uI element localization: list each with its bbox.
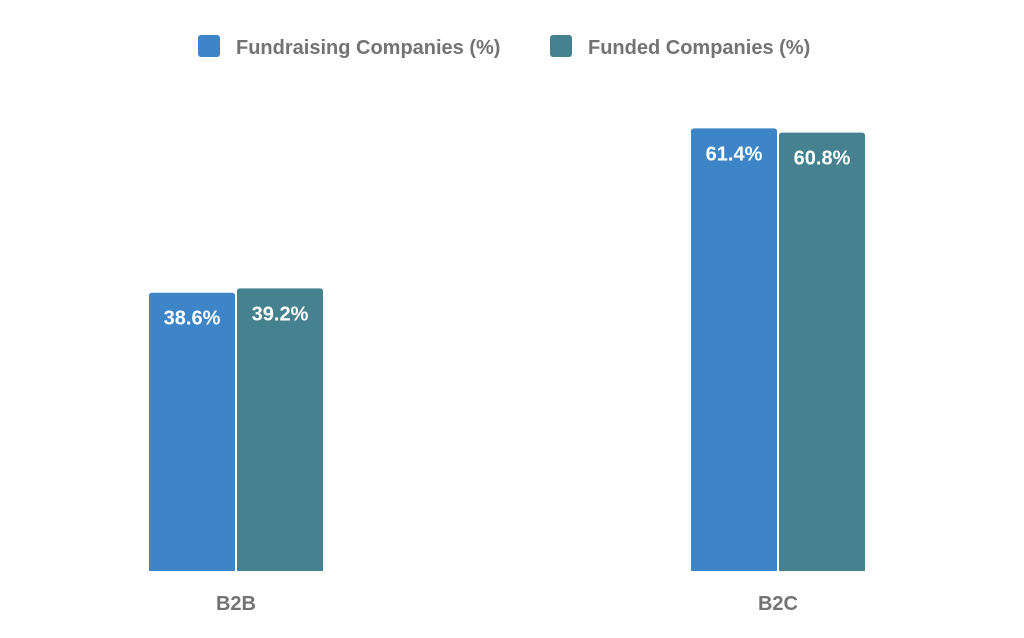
- legend-label-2: Funded Companies (%): [588, 37, 810, 59]
- legend-swatch-1: [198, 35, 220, 57]
- category-label-b2c: B2C: [758, 593, 798, 615]
- value-label-b2c-series-1: 61.4%: [706, 143, 763, 165]
- bars: [149, 128, 865, 571]
- bar-b2c-series-1: [691, 128, 777, 571]
- category-labels: B2B B2C: [216, 593, 798, 615]
- bar-b2b-series-1: [149, 292, 235, 571]
- value-label-b2c-series-2: 60.8%: [794, 148, 851, 170]
- legend: Fundraising Companies (%) Funded Companie…: [198, 35, 810, 59]
- value-label-b2b-series-2: 39.2%: [252, 303, 309, 325]
- legend-label-1: Fundraising Companies (%): [236, 37, 500, 59]
- value-labels: 38.6% 39.2% 61.4% 60.8%: [164, 143, 851, 329]
- bar-b2b-series-2: [237, 288, 323, 571]
- category-label-b2b: B2B: [216, 593, 256, 615]
- value-label-b2b-series-1: 38.6%: [164, 308, 221, 330]
- legend-swatch-2: [550, 35, 572, 57]
- bar-b2c-series-2: [779, 132, 865, 571]
